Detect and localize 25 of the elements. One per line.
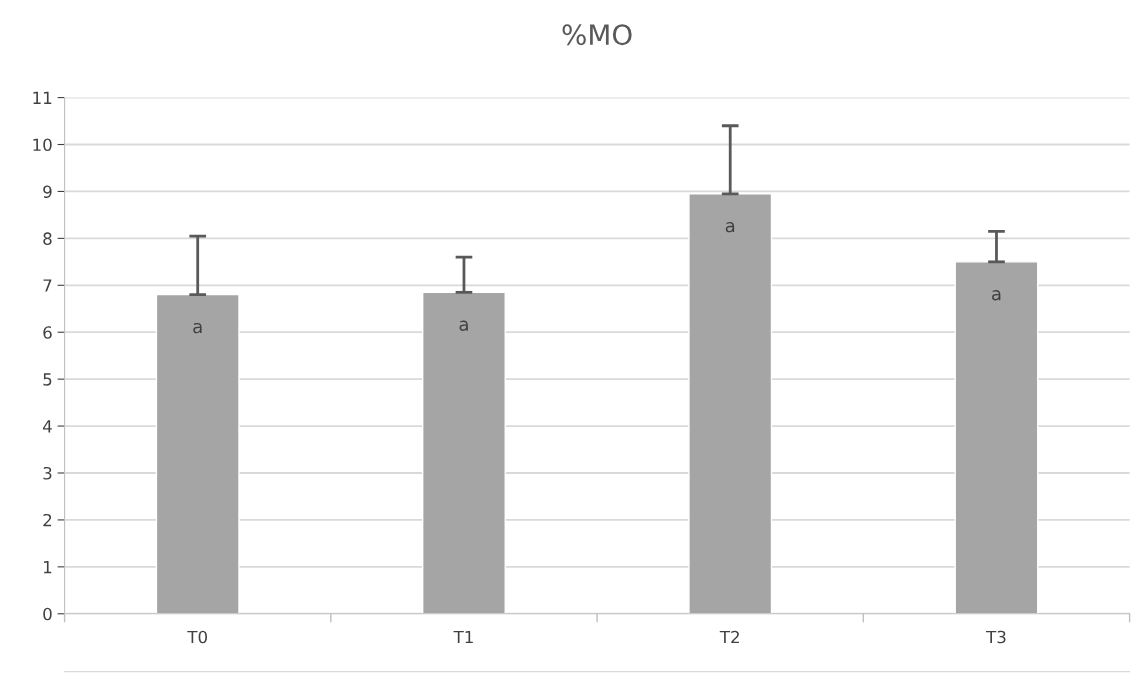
annotation: a — [459, 320, 468, 331]
x-tick-label: T2 — [719, 630, 739, 644]
y-tick-label: 3 — [43, 466, 52, 480]
y-tick-label: 9 — [43, 185, 52, 199]
y-tick-label: 11 — [33, 91, 52, 104]
x-tick-label: T0 — [187, 630, 207, 644]
bar — [688, 193, 773, 614]
bar — [155, 293, 240, 614]
y-tick-label: 7 — [43, 279, 52, 292]
y-tick-label: 6 — [43, 326, 52, 339]
x-tick-label: T3 — [986, 630, 1006, 644]
annotation: a — [725, 221, 735, 233]
chart-title: %MO — [562, 24, 632, 46]
y-tick-label: 5 — [43, 373, 52, 386]
y-tick-label: 8 — [43, 232, 52, 245]
y-tick-label: 1 — [44, 561, 52, 574]
y-tick-label: 4 — [42, 420, 52, 433]
y-tick-label: 10 — [33, 138, 52, 152]
x-tick-label: T1 — [453, 630, 473, 644]
y-tick-label: 2 — [43, 513, 52, 527]
annotation: a — [992, 290, 1001, 301]
bar — [954, 261, 1039, 614]
annotation: a — [193, 322, 202, 334]
y-tick-label: 0 — [43, 607, 52, 621]
bar — [421, 291, 506, 614]
